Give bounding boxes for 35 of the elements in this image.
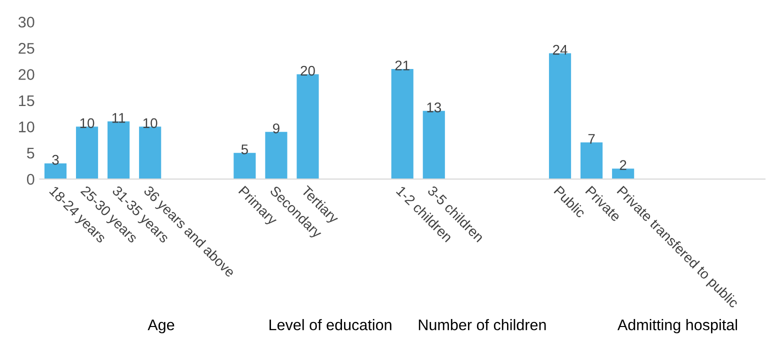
bar bbox=[265, 132, 288, 180]
data-label: 11 bbox=[112, 113, 126, 123]
text: Admitting hospital bbox=[617, 319, 738, 334]
text: Number of children bbox=[418, 319, 546, 330]
bar bbox=[139, 126, 162, 180]
bar bbox=[422, 110, 445, 180]
data-label: 3 bbox=[52, 154, 59, 165]
bar bbox=[580, 142, 603, 180]
data-label: 10 bbox=[143, 118, 158, 128]
y-tick-label: 0 bbox=[26, 174, 34, 185]
data-label: 10 bbox=[80, 118, 94, 128]
data-label: 9 bbox=[273, 123, 280, 134]
bar bbox=[108, 121, 130, 180]
bar bbox=[44, 163, 67, 180]
data-label: 2 bbox=[620, 160, 626, 170]
text: Level of education bbox=[270, 319, 392, 330]
y-tick-label: 30 bbox=[18, 16, 34, 28]
bar bbox=[76, 126, 98, 180]
y-tick-label: 5 bbox=[26, 148, 34, 159]
y-tick-label: 25 bbox=[18, 42, 34, 54]
data-label: 5 bbox=[241, 144, 248, 154]
data-label: 20 bbox=[300, 66, 315, 76]
bar bbox=[548, 53, 572, 180]
bar bbox=[234, 152, 256, 180]
bar bbox=[296, 74, 319, 180]
data-label: 7 bbox=[588, 134, 595, 144]
data-label: 13 bbox=[427, 102, 441, 112]
text: Age bbox=[148, 320, 174, 334]
y-tick-label: 20 bbox=[18, 69, 34, 80]
bar bbox=[612, 168, 634, 180]
data-label: 24 bbox=[552, 44, 568, 55]
bar bbox=[391, 69, 414, 180]
data-label: 21 bbox=[395, 60, 410, 70]
y-tick-label: 15 bbox=[19, 95, 34, 106]
y-tick-label: 10 bbox=[19, 122, 34, 132]
